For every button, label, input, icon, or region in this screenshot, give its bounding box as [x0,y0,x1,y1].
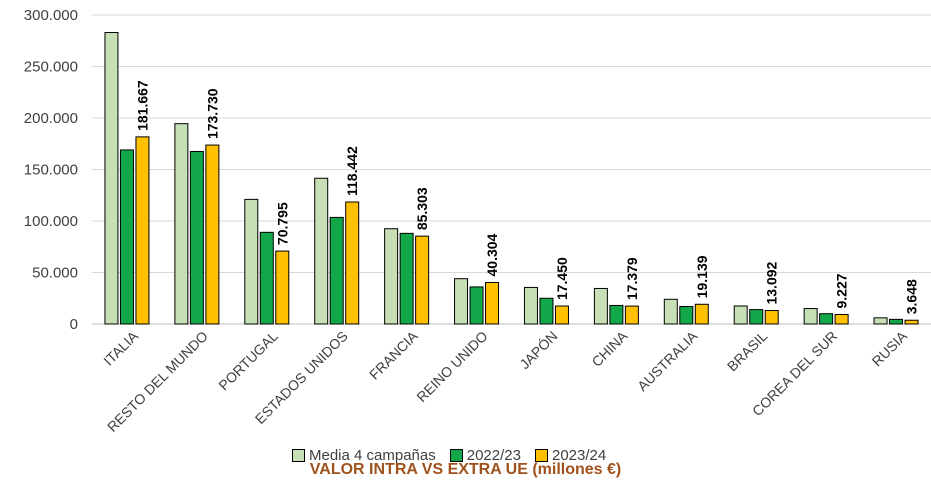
bar [694,303,709,325]
bar [174,123,189,325]
data-label: 85.303 [414,187,430,230]
data-label: 40.304 [484,233,500,276]
bar [904,319,919,325]
x-tick-label: REINO UNIDO [413,328,490,405]
legend-swatch [534,449,548,462]
data-label: 19.139 [694,255,710,298]
data-label: 70.795 [274,202,290,245]
bar [834,313,849,325]
y-tick-label: 200.000 [24,110,78,127]
bar [244,198,259,325]
chart-title: VALOR INTRA VS EXTRA UE (millones €) [309,461,622,478]
legend-item: Media 4 campañas [292,447,436,464]
data-label: 173.730 [204,88,220,139]
bar [593,287,608,325]
bar [345,201,360,325]
bar [554,305,569,325]
y-tick-label: 250.000 [24,59,78,76]
bar [399,232,414,325]
bar [104,32,119,325]
bar [803,308,818,325]
bar [485,281,500,325]
data-label: 118.442 [344,146,360,196]
legend-label: 2023/24 [551,447,607,464]
bar [663,298,678,325]
legend-swatch [292,449,305,462]
bar [259,231,274,325]
bar [384,228,399,325]
bar [205,144,220,325]
data-label: 17.450 [554,257,570,300]
bar [189,150,204,325]
legend-label: 2022/23 [466,447,521,464]
bar [749,309,764,325]
y-tick-label: 300.000 [24,7,78,24]
legend-label: Media 4 campañas [309,447,436,464]
x-tick-label: JAPÓN [516,328,560,372]
bar [523,286,538,325]
x-tick-label: BRASIL [724,328,771,375]
data-label: 9.227 [834,273,850,308]
y-tick-label: 150.000 [24,162,78,179]
bar [314,177,329,325]
bar [454,278,469,325]
y-tick-label: 0 [70,316,78,333]
bar [889,318,904,325]
bar [119,149,134,325]
legend: Media 4 campañas 2022/23 2023/24 [292,447,620,464]
bar [873,317,888,325]
data-label: 181.667 [134,80,150,131]
legend-item: 2022/23 [449,447,521,464]
x-tick-label: FRANCIA [366,327,421,382]
bar [764,310,779,325]
bar [275,250,290,325]
bar [679,305,694,325]
bar [819,313,834,325]
x-tick-label: CHINA [588,327,631,370]
y-tick-label: 100.000 [24,213,78,230]
gridlines [92,14,931,325]
legend-swatch [449,449,463,462]
y-axis: 0 50.000 100.000 150.000 200.000 250.000 300.0… [24,7,78,333]
bar [624,305,639,325]
data-label: 3.648 [904,279,920,314]
legend-item: 2023/24 [534,447,607,464]
bar [135,136,150,325]
bar [539,297,554,325]
bar [415,235,430,325]
x-tick-label: AUSTRALIA [634,327,701,394]
bar [609,304,624,325]
data-label: 13.092 [764,261,780,304]
x-tick-label: ITALIA [100,327,141,368]
data-labels: 181.667 173.730 70.795 118.442 85.303 40.304 1… [134,80,919,314]
data-label: 17.379 [624,257,640,300]
bar [469,286,484,325]
bars [104,32,919,325]
y-tick-label: 50.000 [32,265,78,282]
x-tick-label: RUSIA [869,327,911,369]
bar [733,305,748,325]
bar [329,216,344,325]
x-tick-label: PORTUGAL [215,328,281,394]
